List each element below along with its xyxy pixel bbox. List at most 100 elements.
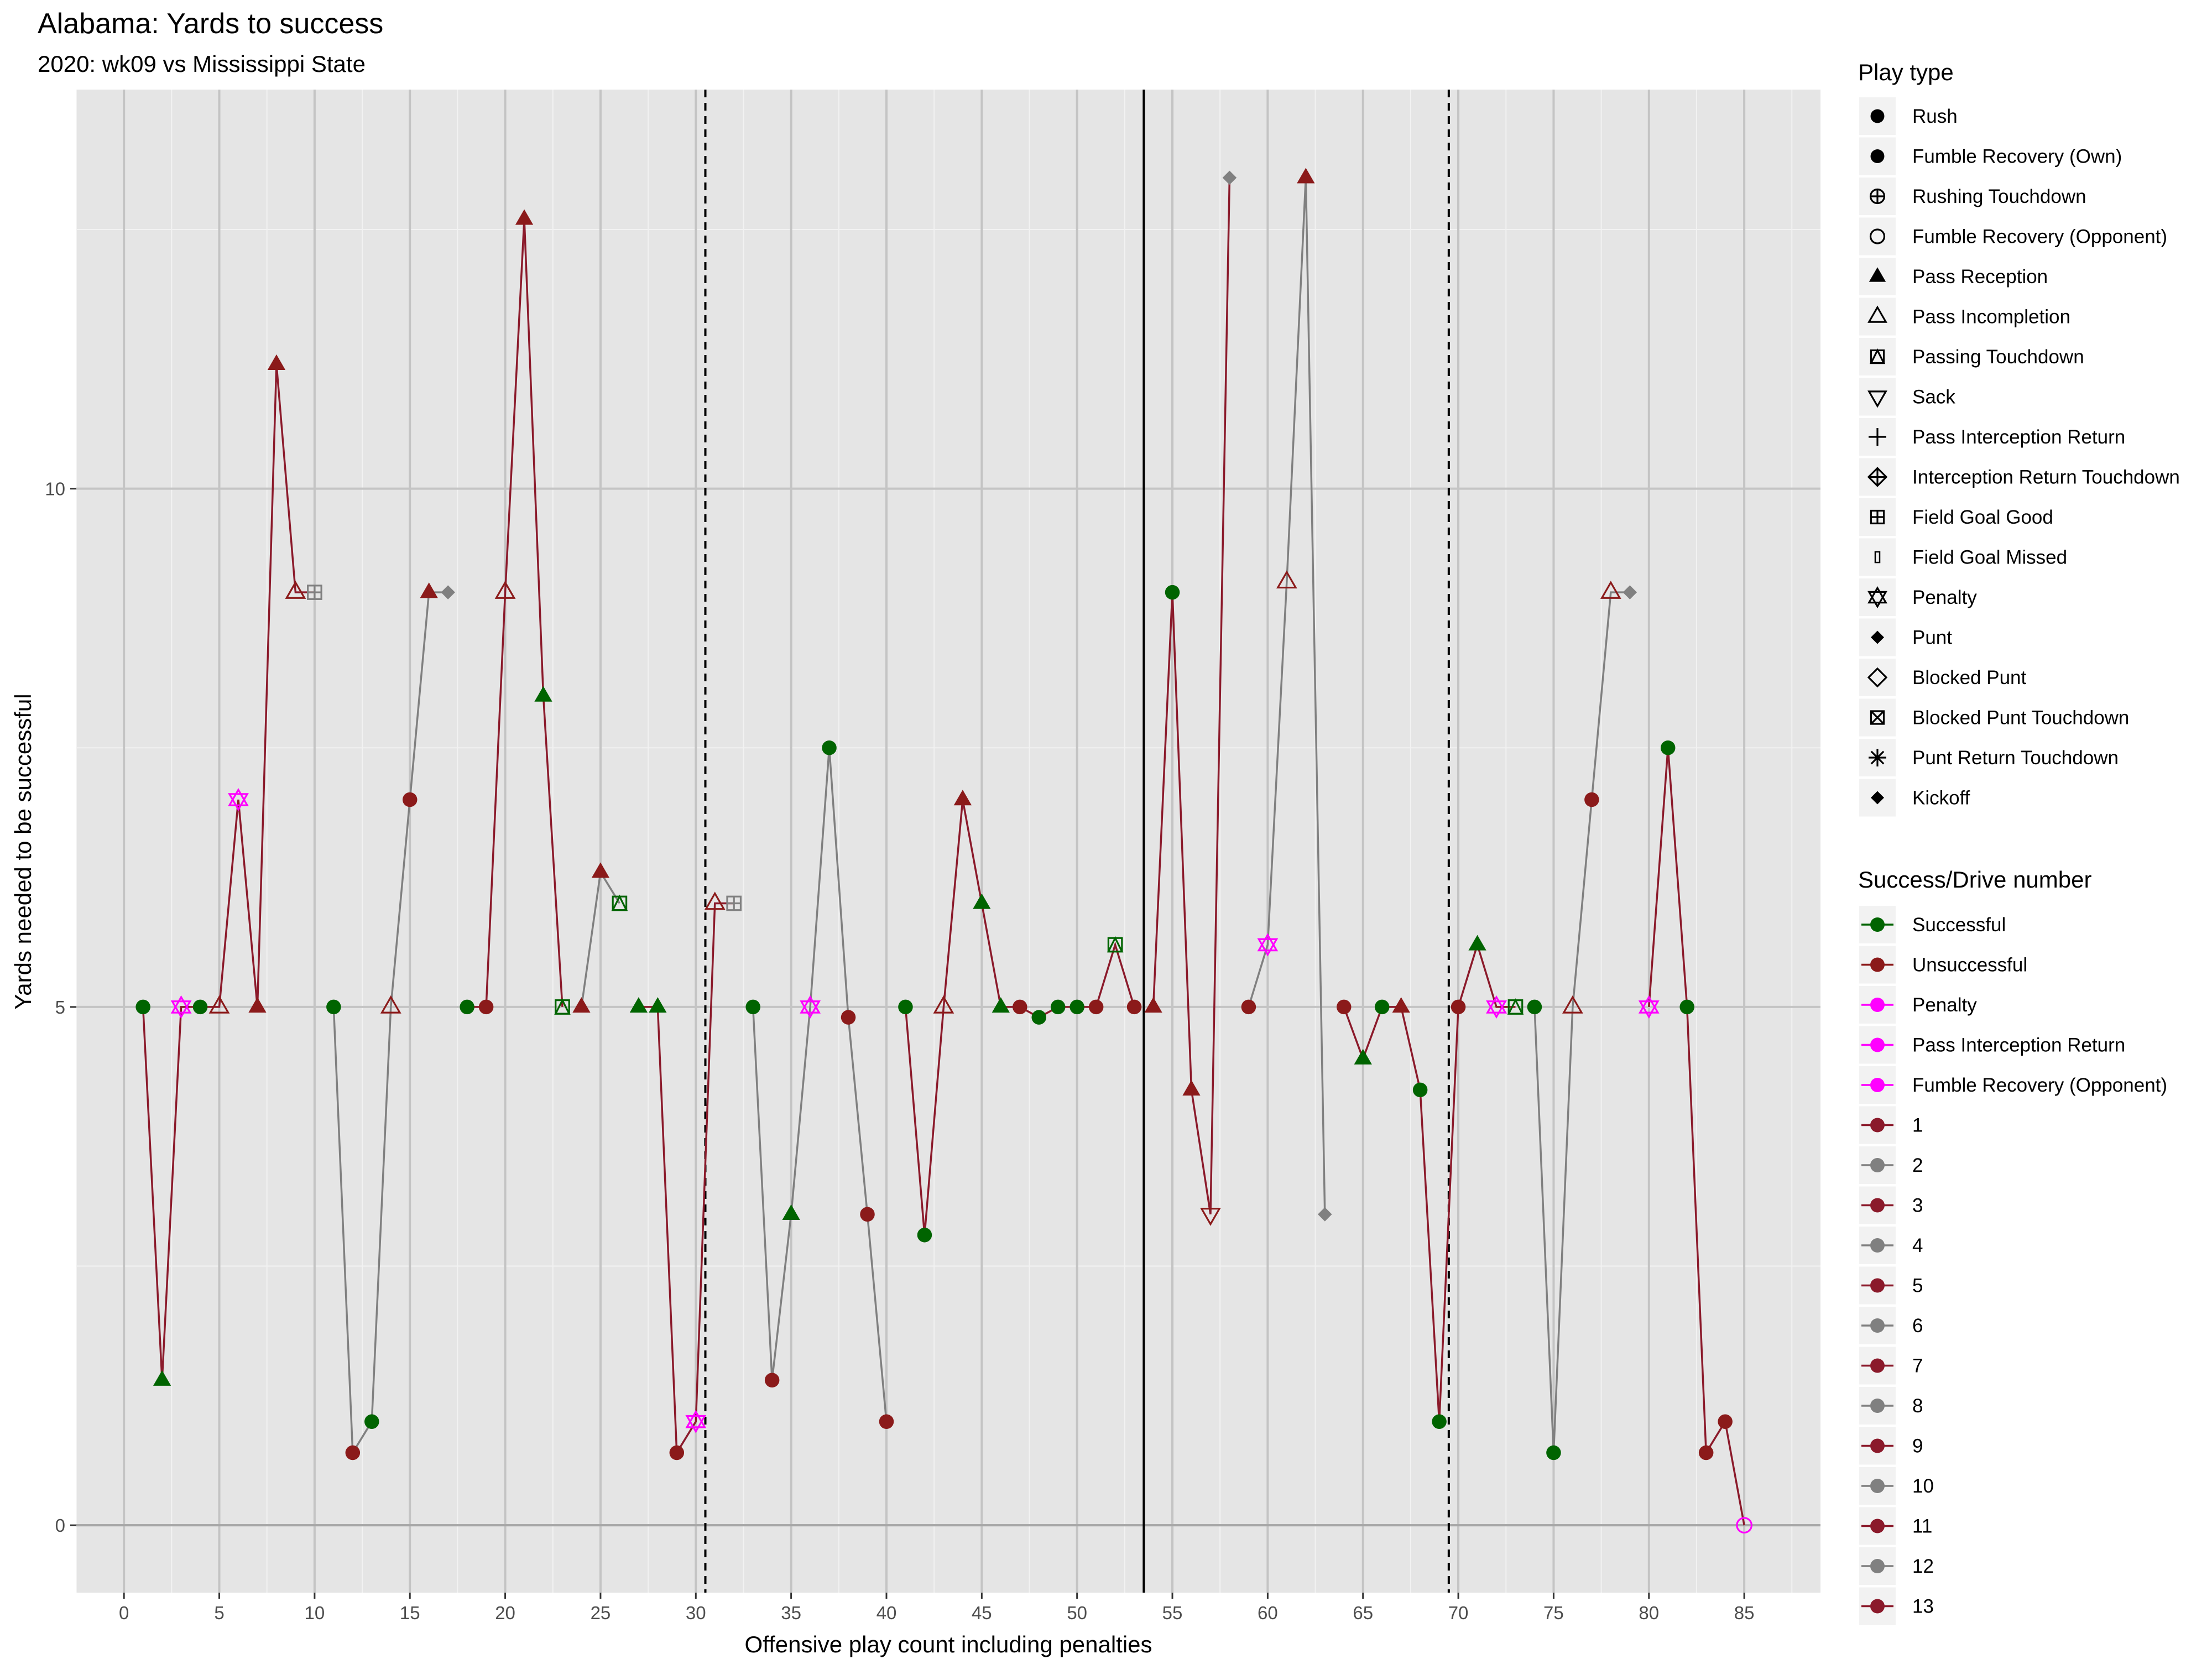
- legend-dot-icon: [1870, 1358, 1885, 1373]
- point-marker: [1507, 998, 1524, 1015]
- legend-dot-icon: [1870, 1438, 1885, 1453]
- data-point: [1070, 999, 1084, 1015]
- point-marker: [1869, 348, 1886, 364]
- point-marker: [248, 997, 267, 1013]
- data-point: [841, 1010, 856, 1025]
- data-point: [345, 1445, 361, 1460]
- data-point: [1392, 997, 1410, 1013]
- legend-success-label: 7: [1912, 1355, 1923, 1377]
- legend-dot-icon: [1870, 957, 1885, 972]
- data-point: [364, 1414, 379, 1429]
- point-marker: [1222, 170, 1237, 185]
- legend-dot-icon: [1870, 1037, 1885, 1052]
- data-point: [1144, 997, 1162, 1013]
- point-marker: [364, 1414, 379, 1429]
- legend-circle-plus-icon: [1869, 188, 1886, 205]
- data-point: [1486, 995, 1507, 1019]
- legend-success-label: 4: [1912, 1235, 1923, 1256]
- data-point: [192, 999, 208, 1015]
- legend-key-bg: [1859, 338, 1896, 375]
- point-marker: [1182, 1080, 1201, 1096]
- x-tick-label: 5: [214, 1603, 224, 1623]
- x-tick-label: 20: [495, 1603, 515, 1623]
- x-tick-label: 25: [591, 1603, 611, 1623]
- legend-play-type-label: Rush: [1912, 106, 1958, 127]
- point-marker: [1392, 997, 1410, 1013]
- point-marker: [1869, 749, 1886, 766]
- legend-play-type-label: Field Goal Good: [1912, 507, 2053, 528]
- data-point: [1126, 999, 1142, 1015]
- point-marker: [460, 999, 474, 1015]
- point-marker: [611, 894, 628, 911]
- data-point: [1088, 999, 1104, 1015]
- point-marker: [1870, 710, 1885, 725]
- data-point: [898, 999, 913, 1015]
- legend-play-type-label: Blocked Punt: [1912, 667, 2027, 688]
- point-marker: [1874, 551, 1881, 564]
- point-marker: [1318, 1207, 1332, 1222]
- point-marker: [933, 995, 954, 1014]
- point-marker: [1070, 999, 1084, 1015]
- legend-success-label: 6: [1912, 1315, 1923, 1337]
- legend-key-bg: [1859, 298, 1896, 336]
- legend-square-plus-icon: [1870, 509, 1885, 525]
- legend-success-label: 3: [1912, 1195, 1923, 1217]
- data-point: [208, 995, 230, 1014]
- legend-play-type-label: Pass Interception Return: [1912, 426, 2125, 448]
- data-point: [170, 995, 192, 1019]
- data-point: [685, 1410, 707, 1433]
- legend-success-label: 11: [1912, 1516, 1932, 1537]
- data-point: [307, 585, 322, 600]
- x-tick-label: 60: [1258, 1603, 1278, 1623]
- point-marker: [1165, 585, 1180, 600]
- data-point: [1336, 999, 1352, 1015]
- legend-key-bg: [1859, 538, 1896, 576]
- data-point: [1374, 999, 1390, 1015]
- point-marker: [1623, 585, 1637, 599]
- data-point: [1584, 792, 1599, 807]
- drive-line-10: [1248, 178, 1326, 1214]
- data-point: [494, 581, 516, 599]
- point-marker: [727, 896, 741, 910]
- x-tick-label: 50: [1067, 1603, 1087, 1623]
- point-marker: [591, 862, 610, 878]
- data-point: [248, 997, 267, 1013]
- point-marker: [1638, 995, 1660, 1014]
- point-marker: [1869, 228, 1886, 244]
- data-point: [515, 209, 534, 225]
- point-marker: [1486, 1000, 1507, 1019]
- data-point: [1736, 1517, 1752, 1534]
- legend-thin-rect-icon: [1874, 551, 1881, 564]
- x-axis-label: Offensive play count including penalties: [744, 1631, 1152, 1657]
- data-point: [1297, 168, 1315, 184]
- point-marker: [953, 790, 972, 806]
- point-marker: [1660, 740, 1676, 755]
- point-marker: [860, 1207, 875, 1222]
- point-marker: [685, 1415, 707, 1433]
- legend-dot-icon: [1870, 1479, 1885, 1493]
- point-marker: [1869, 468, 1886, 486]
- data-point: [572, 997, 591, 1013]
- point-marker: [800, 995, 821, 1014]
- point-marker: [441, 585, 455, 599]
- legend-play-type-label: Penalty: [1912, 587, 1977, 608]
- legend-filled-diamond-icon: [1871, 630, 1884, 644]
- data-point: [1638, 995, 1660, 1019]
- data-point: [1354, 1048, 1372, 1065]
- data-point: [1276, 570, 1297, 589]
- point-marker: [326, 999, 341, 1015]
- x-tick-label: 75: [1543, 1603, 1564, 1623]
- point-marker: [1718, 1414, 1733, 1429]
- legend-key-bg: [1859, 217, 1896, 255]
- data-point: [782, 1204, 800, 1220]
- legend-dot-icon: [1870, 1318, 1885, 1333]
- data-point: [1698, 1445, 1714, 1460]
- x-tick-label: 65: [1353, 1603, 1373, 1623]
- legend-play-type-label: Rushing Touchdown: [1912, 186, 2086, 207]
- point-marker: [704, 891, 726, 910]
- legend-success-label: 10: [1912, 1475, 1934, 1497]
- chart-title: Alabama: Yards to success: [38, 8, 383, 40]
- point-marker: [208, 995, 230, 1014]
- data-point: [1031, 1010, 1046, 1025]
- point-marker: [745, 999, 760, 1015]
